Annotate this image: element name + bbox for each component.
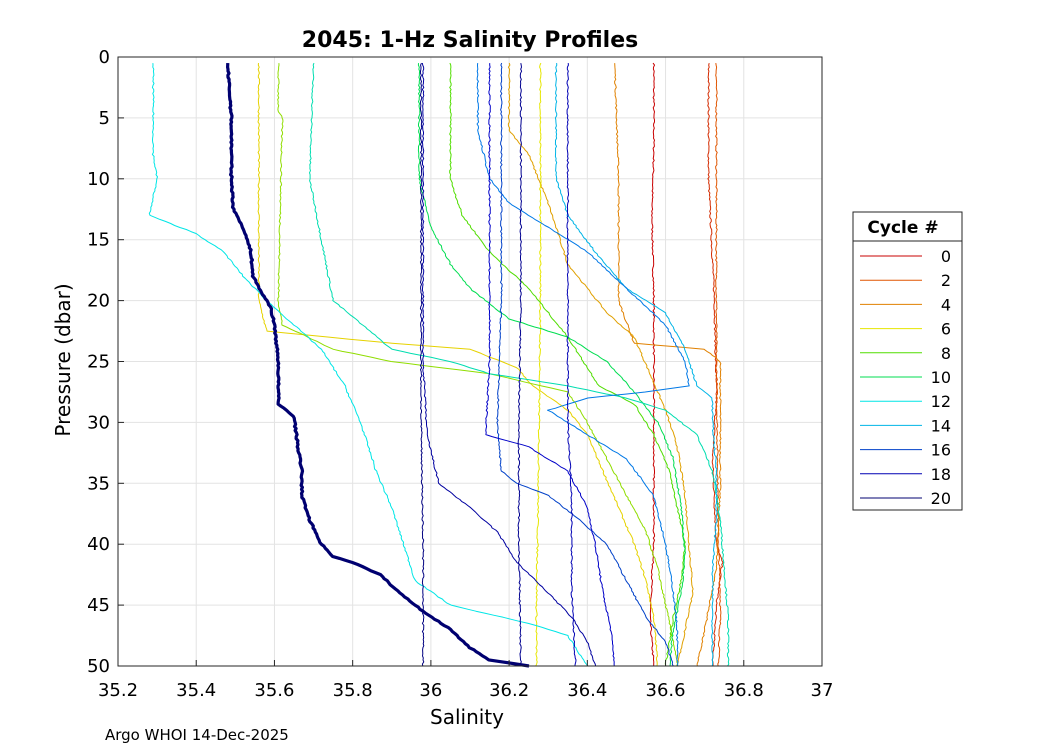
x-tick-label: 36 — [419, 680, 442, 701]
legend: Cycle # 0 2 4 6 8 10 12 14 16 18 20 — [852, 211, 963, 511]
legend-items: 0 2 4 6 8 10 12 14 16 18 20 — [860, 247, 951, 508]
series-lines — [148, 62, 730, 668]
x-tick-label: 36.8 — [724, 680, 764, 701]
series-line-cycle-20 — [226, 63, 530, 668]
x-tick-label: 37 — [811, 680, 834, 701]
series-line-cycle-4 — [507, 62, 694, 667]
legend-label: 4 — [941, 295, 951, 314]
series-line-cycle-12 — [554, 63, 718, 667]
series-line-cycle-6 — [535, 62, 542, 667]
x-tick-label: 36.2 — [489, 680, 529, 701]
legend-label: 18 — [931, 465, 951, 484]
series-line-cycle-7 — [277, 63, 679, 667]
legend-label: 14 — [931, 416, 951, 435]
series-line-cycle-1 — [707, 62, 724, 667]
y-tick-label: 5 — [99, 108, 110, 129]
legend-label: 10 — [931, 368, 951, 387]
legend-box — [852, 211, 963, 511]
series-line-cycle-11 — [148, 63, 589, 667]
y-tick-label: 30 — [87, 412, 110, 433]
legend-label: 6 — [941, 320, 951, 339]
grid-lines — [117, 56, 823, 667]
series-line-cycle-14 — [496, 62, 674, 667]
y-tick-label: 25 — [87, 352, 110, 373]
y-axis-label: Pressure (dbar) — [51, 283, 75, 436]
x-tick-label: 36.6 — [646, 680, 686, 701]
x-tick-label: 35.2 — [98, 680, 138, 701]
series-line-cycle-5 — [257, 63, 658, 667]
axis-ticks: 35.2 35.4 35.6 35.8 36 36.2 36.4 36.6 36.8 37 0 5 10… — [87, 47, 833, 701]
y-tick-label: 20 — [87, 291, 110, 312]
series-line-cycle-9 — [417, 63, 686, 667]
legend-label: 2 — [941, 271, 951, 290]
series-line-cycle-3 — [614, 63, 722, 667]
series-line-cycle-17 — [421, 63, 597, 667]
series-line-cycle-15 — [485, 63, 615, 667]
legend-label: 8 — [941, 344, 951, 363]
series-line-cycle-2 — [715, 63, 722, 667]
series-line-cycle-19 — [419, 62, 425, 667]
x-tick-label: 35.4 — [176, 680, 216, 701]
series-line-cycle-10 — [309, 62, 730, 667]
legend-label: 0 — [941, 247, 951, 266]
x-axis-label: Salinity — [430, 705, 504, 729]
series-line-cycle-0 — [649, 62, 656, 666]
y-tick-label: 15 — [87, 230, 110, 251]
x-tick-label: 35.6 — [254, 680, 294, 701]
x-tick-label: 35.8 — [333, 680, 373, 701]
legend-label: 16 — [931, 441, 951, 460]
y-tick-label: 45 — [87, 595, 110, 616]
y-tick-label: 40 — [87, 534, 110, 555]
footer-credit: Argo WHOI 14-Dec-2025 — [105, 726, 289, 744]
y-tick-label: 0 — [99, 47, 110, 68]
series-line-cycle-8 — [449, 62, 686, 667]
legend-label: 20 — [931, 489, 951, 508]
y-tick-label: 35 — [87, 473, 110, 494]
y-tick-label: 50 — [87, 656, 110, 677]
y-tick-label: 10 — [87, 169, 110, 190]
series-line-cycle-16 — [566, 63, 577, 667]
series-line-cycle-13 — [476, 63, 690, 667]
x-tick-label: 36.4 — [567, 680, 607, 701]
chart-title: 2045: 1-Hz Salinity Profiles — [302, 28, 638, 53]
legend-label: 12 — [931, 392, 951, 411]
series-line-cycle-18 — [517, 63, 523, 667]
legend-title: Cycle # — [867, 218, 938, 238]
